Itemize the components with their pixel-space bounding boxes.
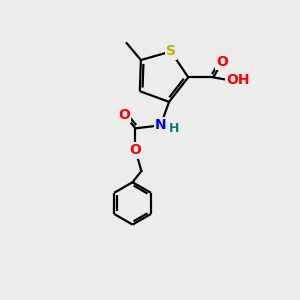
Text: H: H — [169, 122, 179, 135]
Text: O: O — [130, 143, 141, 158]
Text: N: N — [155, 118, 166, 132]
Text: O: O — [216, 55, 228, 69]
Text: O: O — [118, 108, 130, 122]
Text: OH: OH — [226, 73, 250, 87]
Text: S: S — [166, 44, 176, 58]
